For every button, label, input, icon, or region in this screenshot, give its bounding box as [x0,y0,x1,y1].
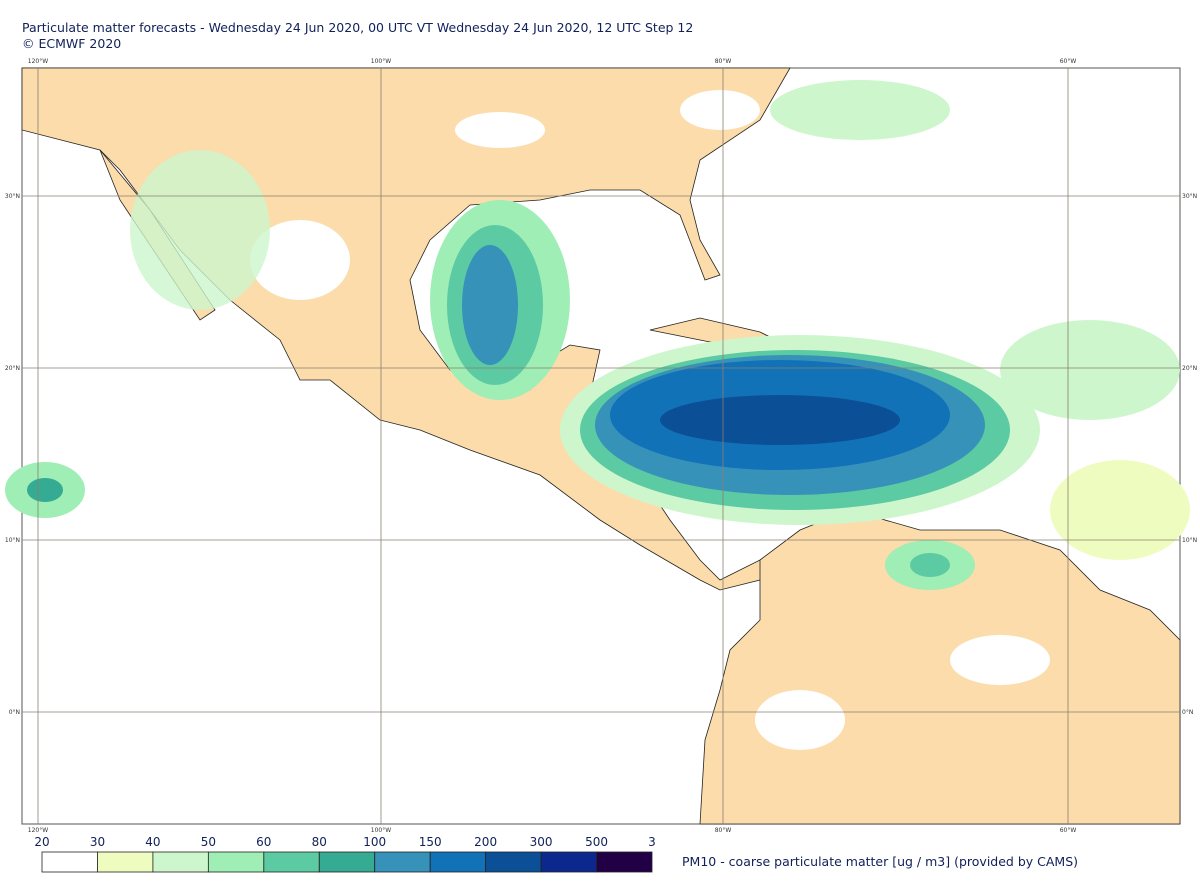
legend-swatch [207,851,265,873]
legend-swatch [429,851,487,873]
latitude-label: 0°N [9,709,20,716]
longitude-label: 120°W [28,827,48,834]
legend-label: 40 [145,835,160,849]
latitude-label: 10°N [1182,537,1197,544]
legend-label: 150 [419,835,442,849]
latitude-label: 30°N [5,193,20,200]
legend-swatch [41,851,98,873]
legend-swatch [318,851,376,873]
legend-label: 300 [530,835,553,849]
legend-label: 80 [312,835,327,849]
copyright: © ECMWF 2020 [22,36,121,51]
legend-swatch [596,851,653,873]
white-patches [250,90,1050,750]
latitude-label: 20°N [1182,365,1197,372]
legend-swatch [97,851,154,873]
legend-label: 50 [201,835,216,849]
legend-label: 3 [648,835,656,849]
latitude-label: 30°N [1182,193,1197,200]
longitude-label: 120°W [28,58,48,65]
title: Particulate matter forecasts - Wednesday… [22,20,693,35]
map [5,67,1190,825]
legend-label: 30 [90,835,105,849]
legend-caption: PM10 - coarse particulate matter [ug / m… [682,854,1078,869]
legend-label: 60 [256,835,271,849]
longitude-label: 100°W [371,58,391,65]
legend-swatch [152,851,209,873]
longitude-label: 80°W [715,58,732,65]
legend-label: 500 [585,835,608,849]
legend-swatch [485,851,542,873]
longitude-label: 60°W [1060,58,1077,65]
latitude-label: 20°N [5,365,20,372]
graticule [22,68,1180,824]
legend-label: 100 [363,835,386,849]
legend-swatch [263,851,320,873]
legend-label: 20 [34,835,49,849]
latitude-label: 0°N [1182,709,1193,716]
latitude-label: 10°N [5,537,20,544]
pm10-field [5,80,1190,590]
longitude-label: 80°W [715,827,732,834]
legend-label: 200 [474,835,497,849]
legend-swatch [374,851,431,873]
legend-swatch [540,851,597,873]
longitude-label: 100°W [371,827,391,834]
longitude-label: 60°W [1060,827,1077,834]
